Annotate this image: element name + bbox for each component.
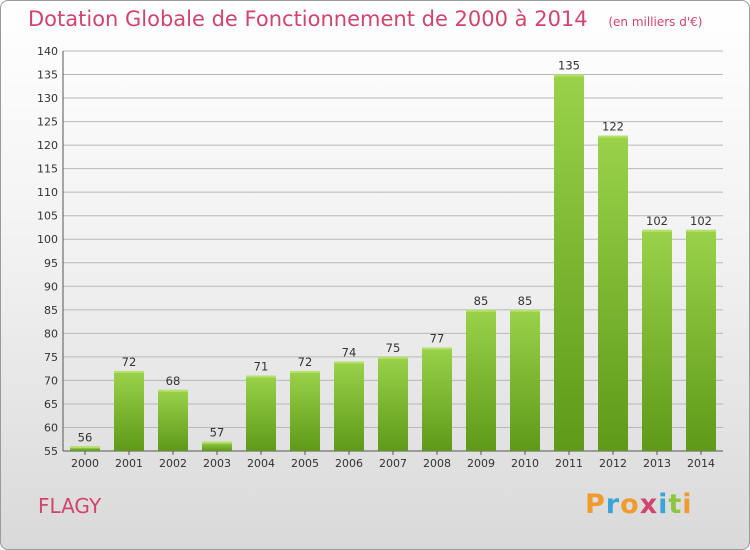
bar — [378, 356, 408, 451]
logo-letter: i — [682, 489, 693, 520]
data-label: 68 — [166, 374, 181, 388]
x-tick-label: 2014 — [687, 457, 715, 470]
logo-letter: o — [620, 489, 640, 520]
x-tick-label: 2010 — [511, 457, 539, 470]
x-tick-label: 2007 — [379, 457, 407, 470]
x-tick-label: 2009 — [467, 457, 495, 470]
logo-letter: r — [605, 489, 621, 520]
data-label: 85 — [474, 294, 489, 308]
bar-highlight — [598, 135, 628, 138]
y-tick-label: 85 — [44, 304, 58, 317]
bar — [642, 229, 672, 451]
bar — [598, 135, 628, 452]
bar-highlight — [642, 229, 672, 232]
data-label: 75 — [386, 341, 401, 355]
x-tick-label: 2005 — [291, 457, 319, 470]
x-tick-label: 2013 — [643, 457, 671, 470]
x-tick-label: 2012 — [599, 457, 627, 470]
y-tick-label: 105 — [37, 210, 58, 223]
x-tick-label: 2011 — [555, 457, 583, 470]
proxiti-logo: Proxiti — [585, 489, 695, 525]
y-tick-label: 70 — [44, 374, 58, 387]
bar-highlight — [290, 371, 320, 373]
data-label: 102 — [690, 214, 712, 228]
bar-highlight — [70, 446, 100, 449]
data-label: 135 — [558, 59, 580, 73]
bar — [334, 361, 364, 451]
y-tick-label: 140 — [37, 45, 58, 58]
bar — [686, 229, 716, 451]
y-tick-label: 115 — [37, 163, 58, 176]
bar — [554, 74, 584, 451]
bar — [246, 375, 276, 451]
x-tick-label: 2004 — [247, 457, 275, 470]
bar-highlight — [510, 309, 540, 312]
data-label: 77 — [430, 331, 445, 345]
x-tick-label: 2006 — [335, 457, 363, 470]
x-tick-label: 2001 — [115, 457, 143, 470]
bar-highlight — [466, 309, 496, 312]
y-tick-label: 135 — [37, 69, 58, 82]
data-label: 85 — [518, 294, 533, 308]
y-tick-label: 80 — [44, 327, 58, 340]
data-label: 72 — [298, 355, 313, 369]
bar-highlight — [378, 356, 408, 359]
data-label: 74 — [342, 346, 357, 360]
bar — [114, 371, 144, 451]
logo-letter: i — [658, 489, 669, 520]
bar — [70, 446, 100, 451]
x-tick-label: 2000 — [71, 457, 99, 470]
x-tick-label: 2003 — [203, 457, 231, 470]
bar-highlight — [554, 74, 584, 77]
y-tick-label: 60 — [44, 421, 58, 434]
chart-title: Dotation Globale de Fonctionnement de 20… — [28, 7, 702, 31]
x-tick-label: 2002 — [159, 457, 187, 470]
bar-highlight — [334, 361, 364, 364]
y-tick-label: 75 — [44, 351, 58, 364]
y-tick-label: 110 — [37, 186, 58, 199]
logo-letter: x — [639, 489, 659, 520]
bar — [422, 347, 452, 451]
data-label: 72 — [122, 355, 137, 369]
logo-letter: P — [585, 489, 606, 520]
y-tick-label: 65 — [44, 398, 58, 411]
data-label: 102 — [646, 214, 668, 228]
bar — [510, 309, 540, 451]
data-label: 71 — [254, 360, 269, 374]
bar-highlight — [422, 347, 452, 350]
x-tick-label: 2008 — [423, 457, 451, 470]
chart-title-text: Dotation Globale de Fonctionnement de 20… — [28, 7, 588, 31]
y-tick-label: 55 — [44, 445, 58, 458]
bar-highlight — [686, 229, 716, 232]
commune-name: FLAGY — [38, 494, 102, 518]
bar — [466, 309, 496, 451]
y-tick-label: 130 — [37, 92, 58, 105]
bar-highlight — [114, 371, 144, 373]
data-label: 57 — [210, 426, 225, 440]
y-tick-label: 125 — [37, 116, 58, 129]
bar-highlight — [202, 441, 232, 444]
y-tick-label: 100 — [37, 233, 58, 246]
bar-highlight — [158, 389, 188, 392]
y-tick-label: 120 — [37, 139, 58, 152]
chart-subtitle: (en milliers d'€) — [608, 15, 703, 29]
bar — [202, 441, 232, 451]
bar — [158, 389, 188, 451]
y-tick-label: 90 — [44, 280, 58, 293]
bar — [290, 371, 320, 451]
data-label: 122 — [602, 120, 624, 134]
logo-letter: t — [668, 489, 683, 520]
bar-highlight — [246, 375, 276, 378]
data-label: 56 — [78, 430, 93, 444]
y-tick-label: 95 — [44, 257, 58, 270]
